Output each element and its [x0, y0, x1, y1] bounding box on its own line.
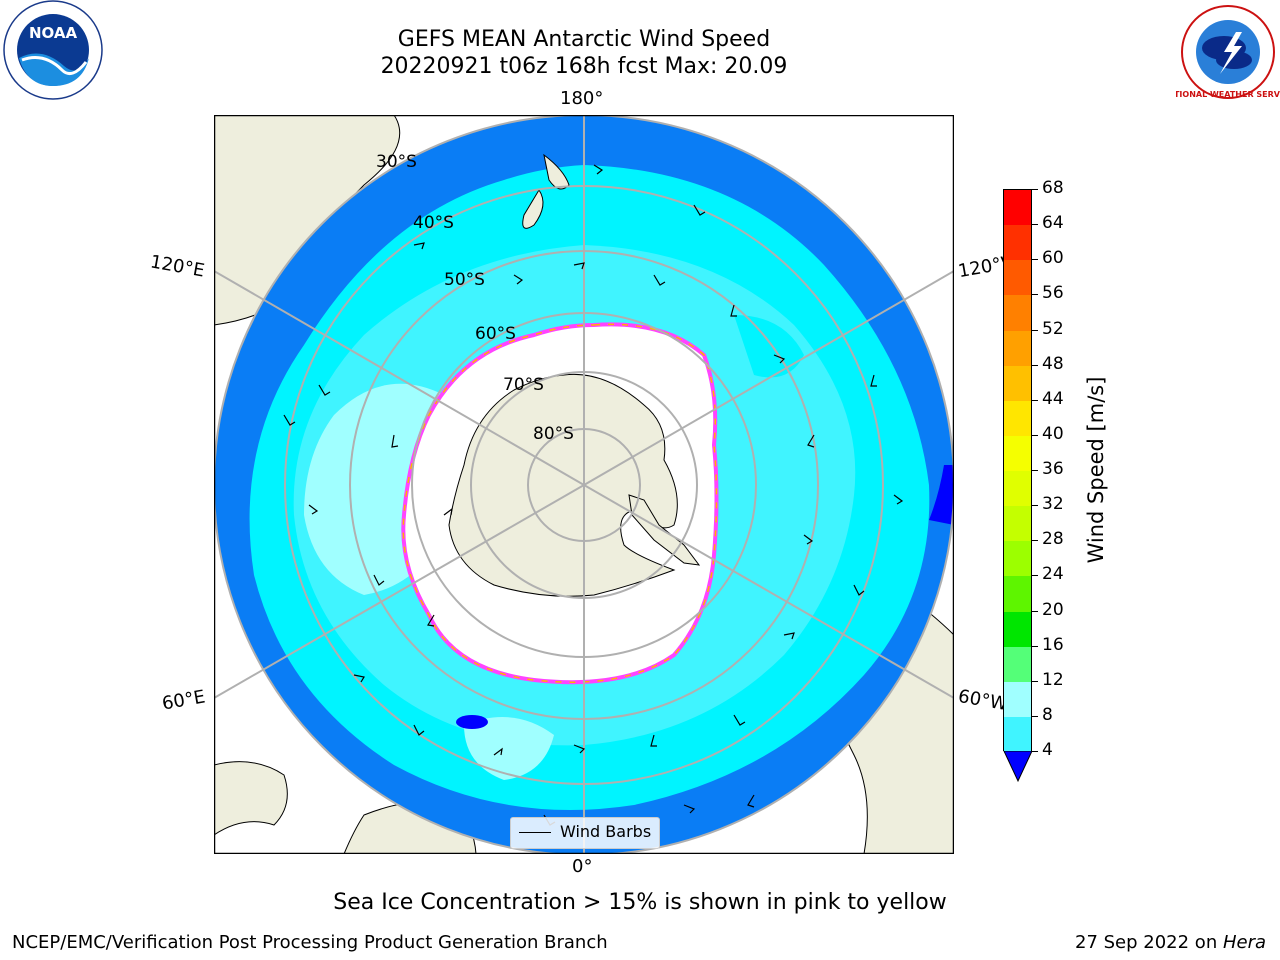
- colorbar-tick-mark: [1032, 434, 1038, 436]
- colorbar-segment: [1004, 681, 1031, 718]
- colorbar-tick-label: 28: [1042, 529, 1064, 550]
- new-zealand-land: [543, 153, 570, 190]
- colorbar-tick-mark: [1032, 715, 1038, 717]
- colorbar-tick-label: 56: [1042, 283, 1064, 304]
- footer-machine: Hera: [1222, 932, 1266, 953]
- colorbar-segment: [1004, 225, 1031, 261]
- lat-label-30s: 30°S: [376, 152, 417, 172]
- legend-label: Wind Barbs: [560, 822, 652, 841]
- new-zealand-land: [522, 189, 544, 229]
- map-frame: [214, 115, 954, 854]
- lon-label-top: 180°: [560, 88, 604, 109]
- colorbar-tick-mark: [1032, 505, 1038, 507]
- colorbar-tick-mark: [1032, 610, 1038, 612]
- colorbar-tick-mark: [1032, 470, 1038, 471]
- colorbar-ticks: 68 64 60 56 52 48 44 40 36 32 28 24 20 16 12 8 4: [1032, 178, 1092, 769]
- noaa-logo: NOAA: [3, 0, 103, 100]
- colorbar-tick-mark: [1032, 751, 1038, 752]
- colorbar-tick-label: 64: [1042, 213, 1064, 234]
- colorbar-tick-mark: [1032, 540, 1038, 542]
- footer-date: 27 Sep 2022 on Hera: [1075, 932, 1266, 953]
- colorbar-tick-mark: [1032, 224, 1038, 226]
- colorbar-tick-mark: [1032, 259, 1038, 261]
- legend-line-sample: [519, 832, 551, 833]
- lon-label-lower-left: 60°E: [160, 686, 207, 715]
- chart-title: GEFS MEAN Antarctic Wind Speed: [397, 27, 771, 52]
- map-panel: [214, 115, 954, 854]
- colorbar-tick-mark: [1032, 189, 1038, 190]
- colorbar-tick-label: 32: [1042, 494, 1064, 515]
- madagascar-land: [214, 761, 288, 836]
- colorbar-extend-arrow: [1003, 751, 1033, 783]
- sea-ice-caption: Sea Ice Concentration > 15% is shown in …: [333, 890, 947, 915]
- colorbar-tick-mark: [1032, 364, 1038, 366]
- lat-label-50s: 50°S: [444, 270, 485, 290]
- colorbar-tick-label: 60: [1042, 248, 1064, 269]
- colorbar-segment: [1004, 576, 1031, 612]
- colorbar-segment: [1004, 716, 1031, 753]
- colorbar-segment: [1004, 190, 1031, 226]
- colorbar-segment: [1004, 506, 1031, 542]
- footer-credit: NCEP/EMC/Verification Post Processing Pr…: [12, 932, 608, 953]
- legend: [510, 817, 660, 849]
- colorbar-segment: [1004, 400, 1031, 437]
- colorbar-tick-mark: [1032, 294, 1038, 296]
- noaa-logo-text: NOAA: [29, 24, 78, 42]
- lat-label-80s: 80°S: [533, 424, 574, 444]
- colorbar-tick-mark: [1032, 645, 1038, 647]
- lon-label-lower-right: 60°W: [956, 685, 1010, 716]
- colorbar-tick-label: 16: [1042, 634, 1064, 655]
- colorbar-tick-mark: [1032, 575, 1038, 577]
- colorbar-tick-label: 20: [1042, 599, 1064, 620]
- graticule: [214, 115, 954, 854]
- lat-label-40s: 40°S: [413, 213, 454, 233]
- colorbar-segment: [1004, 435, 1031, 472]
- nws-logo: NATIONAL WEATHER SERVICE: [1176, 5, 1280, 99]
- colorbar-tick-mark: [1032, 399, 1038, 401]
- colorbar-tick-label: 40: [1042, 423, 1064, 444]
- chart-subtitle: 20220921 t06z 168h fcst Max: 20.09: [380, 54, 788, 79]
- colorbar: [1003, 189, 1032, 753]
- lon-label-bottom: 0°: [572, 856, 593, 877]
- lat-label-70s: 70°S: [503, 375, 544, 395]
- colorbar-tick-mark: [1032, 329, 1038, 331]
- colorbar-segment: [1004, 471, 1031, 507]
- colorbar-segment: [1004, 646, 1031, 683]
- lat-label-60s: 60°S: [475, 324, 516, 344]
- colorbar-title: Wind Speed [m/s]: [1084, 376, 1108, 564]
- colorbar-segment: [1004, 541, 1031, 577]
- colorbar-tick-label: 12: [1042, 669, 1064, 690]
- colorbar-tick-label: 48: [1042, 353, 1064, 374]
- colorbar-segment: [1004, 365, 1031, 402]
- colorbar-segment: [1004, 295, 1031, 331]
- colorbar-tick-mark: [1032, 680, 1038, 682]
- lon-label-upper-left: 120°E: [148, 251, 207, 282]
- colorbar-tick-label: 8: [1042, 704, 1053, 725]
- colorbar-tick-label: 24: [1042, 564, 1064, 585]
- colorbar-segment: [1004, 611, 1031, 648]
- colorbar-segment: [1004, 260, 1031, 296]
- colorbar-segment: [1004, 330, 1031, 367]
- colorbar-tick-label: 68: [1042, 178, 1064, 198]
- colorbar-tick-label: 4: [1042, 740, 1053, 760]
- nws-logo-text: NATIONAL WEATHER SERVICE: [1176, 90, 1280, 99]
- antarctica-land: [448, 373, 678, 597]
- colorbar-tick-label: 52: [1042, 318, 1064, 339]
- wind-barbs: [283, 164, 904, 826]
- colorbar-tick-label: 36: [1042, 459, 1064, 479]
- footer-date-text: 27 Sep 2022 on: [1075, 932, 1223, 953]
- colorbar-tick-label: 44: [1042, 388, 1064, 409]
